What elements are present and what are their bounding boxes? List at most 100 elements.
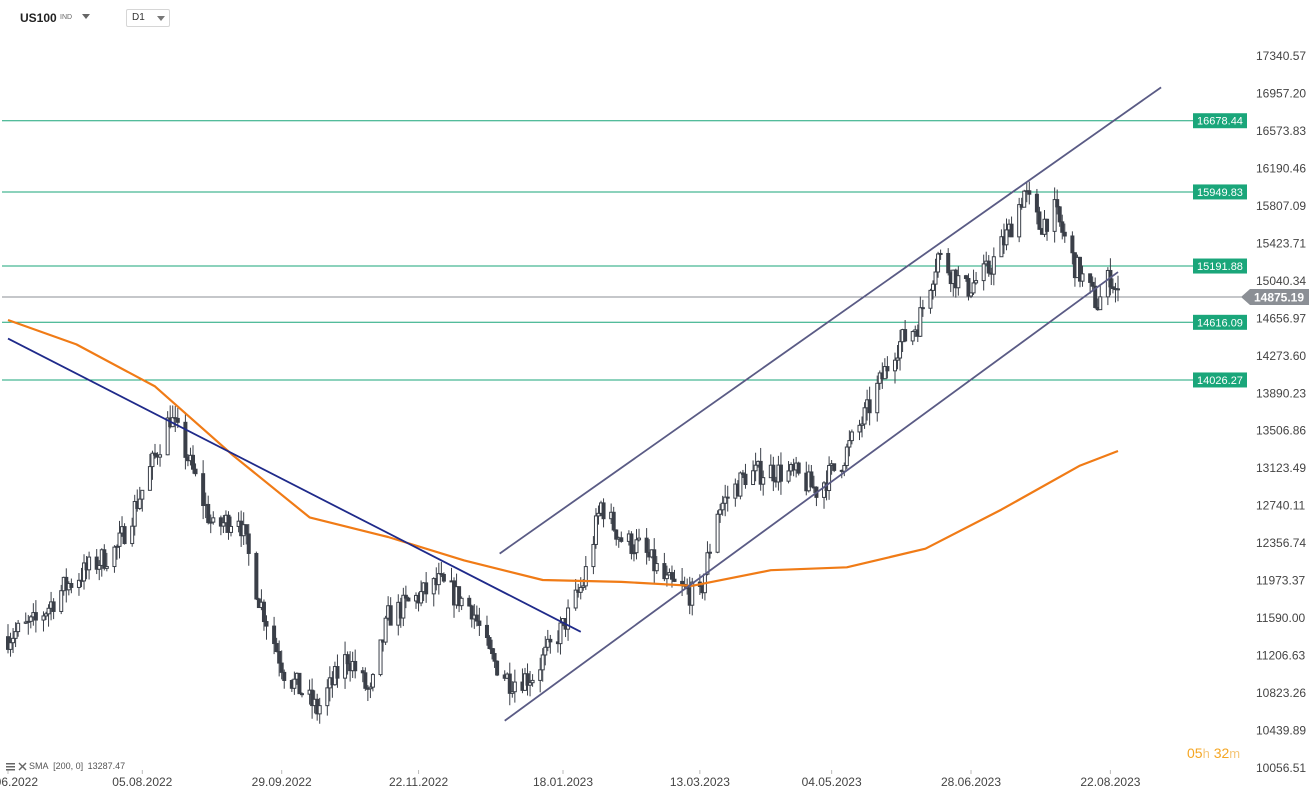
candle-body [229, 525, 234, 533]
candle-body [360, 670, 365, 674]
x-tick-label: 05.08.2022 [112, 775, 172, 789]
candle-body [1017, 204, 1022, 238]
candle-body [842, 465, 847, 472]
y-tick-label: 13890.23 [1256, 386, 1306, 400]
level-tag [1193, 258, 1247, 274]
candle-body [740, 472, 745, 475]
candle-body [130, 525, 135, 545]
y-axis: 10056.51 10439.89 10823.26 11206.63 11590.00… [1256, 49, 1306, 775]
candle-body [383, 617, 388, 643]
candle-body [629, 533, 634, 554]
y-tick-label: 16573.83 [1256, 124, 1306, 138]
candle-body [1093, 285, 1098, 308]
chart-toolbar: US100 IND D1 [0, 0, 1315, 34]
candle-body [591, 543, 596, 568]
candle-body [457, 586, 462, 607]
candle-body [827, 464, 832, 492]
candle-body [918, 307, 923, 337]
price-tags: 16678.44 15949.83 15191.88 14616.09 14026.27… [1193, 113, 1309, 388]
candle-body [933, 271, 938, 285]
candle-body [150, 452, 155, 468]
candle-body [611, 511, 616, 531]
close-icon[interactable] [18, 762, 27, 771]
candle-body [474, 614, 479, 622]
settings-icon[interactable] [6, 762, 15, 771]
candle-body [664, 574, 669, 580]
candle-body [548, 638, 553, 643]
y-tick-label: 12740.11 [1256, 499, 1305, 513]
candle-body [662, 563, 667, 580]
timeframe-label: D1 [132, 12, 145, 23]
candle-body [343, 654, 348, 679]
candle-body [140, 489, 145, 500]
candle-body [875, 382, 880, 414]
candle-body [16, 622, 21, 633]
candle-body [211, 517, 216, 523]
y-tick-label: 11590.00 [1256, 611, 1305, 625]
timeframe-select[interactable]: D1 [126, 9, 170, 27]
candle-body [226, 514, 231, 533]
candle-body [525, 673, 530, 686]
sma-legend: SMA [200, 0] 13287.47 [6, 761, 127, 771]
chevron-down-icon[interactable] [82, 14, 90, 19]
symbol-type-label: IND [60, 14, 73, 21]
current-price-label: 14875.19 [1254, 290, 1304, 304]
x-tick-label: 04.05.2023 [802, 775, 862, 789]
y-tick-label: 10439.89 [1256, 724, 1306, 738]
candle-body [928, 289, 933, 309]
candle-body [882, 366, 887, 380]
candle-body [132, 501, 137, 527]
level-tag [1193, 314, 1247, 330]
trendline-downtrend [7, 337, 582, 633]
candle-body [370, 674, 375, 688]
candle-body [292, 678, 297, 689]
candle-body [512, 681, 517, 693]
candle-body [885, 366, 890, 372]
y-tick-label: 10823.26 [1256, 686, 1306, 700]
level-tag-label: 14616.09 [1197, 317, 1243, 329]
symbol-label[interactable]: US100 [20, 11, 57, 25]
candle-body [218, 517, 223, 527]
candle-body [593, 515, 598, 545]
candle-body [1045, 218, 1050, 232]
candle-body [849, 431, 854, 442]
candle-body [969, 292, 974, 297]
candle-body [981, 263, 986, 282]
candle-body [175, 417, 180, 423]
candle-body [87, 556, 92, 571]
candle-body [743, 473, 748, 486]
candle-body [654, 563, 659, 572]
candle-body [112, 546, 117, 568]
candle-body [277, 651, 282, 664]
candle-body [672, 578, 677, 582]
sma-name: SMA [29, 761, 49, 771]
level-tag-label: 15949.83 [1197, 187, 1243, 199]
candle-body [191, 454, 195, 470]
candle-body [484, 624, 489, 639]
x-tick-label: 13.03.2023 [670, 775, 730, 789]
candle-body [718, 509, 723, 515]
candle-body [282, 671, 287, 681]
candle-body [41, 615, 46, 621]
candle-body [528, 682, 533, 686]
candle-body [201, 473, 206, 507]
candle-body [1088, 273, 1093, 283]
y-tick-label: 14273.60 [1256, 349, 1306, 363]
y-tick-label: 11206.63 [1256, 649, 1305, 663]
candle-body [583, 566, 588, 587]
candle-body [690, 581, 695, 606]
candle-body [117, 532, 122, 547]
candle-body [44, 613, 49, 617]
candle-body [431, 578, 436, 595]
candle-body [193, 468, 198, 475]
candle-body [578, 586, 583, 593]
level-tag-label: 14026.27 [1197, 375, 1243, 387]
candle-body [956, 275, 961, 289]
candle-body [931, 283, 935, 291]
candle-body [325, 687, 330, 707]
candle-body [796, 462, 801, 474]
candle-body [540, 654, 545, 671]
candle-body [778, 464, 783, 482]
candle-body [59, 590, 64, 612]
